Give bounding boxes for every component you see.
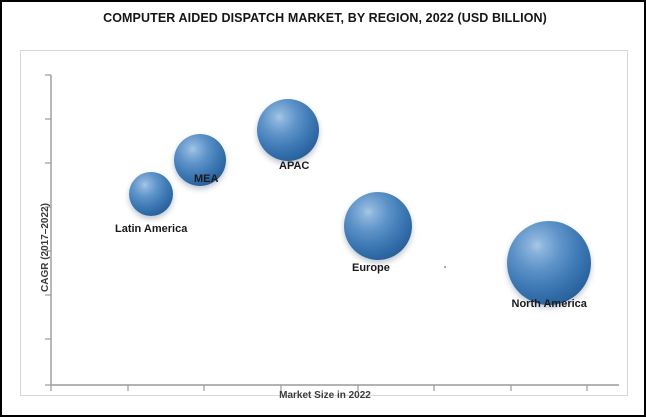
chart-title: COMPUTER AIDED DISPATCH MARKET, BY REGIO…	[103, 11, 547, 25]
bubble-apac[interactable]	[257, 99, 319, 161]
y-axis-title: CAGR (2017–2022)	[40, 203, 51, 292]
stray-marker-dot	[444, 266, 446, 268]
bubble-mea[interactable]	[174, 134, 226, 186]
plot-area-panel	[20, 50, 628, 396]
bubble-label-europe: Europe	[352, 262, 390, 274]
bubble-europe[interactable]	[344, 192, 412, 260]
bubble-north-america[interactable]	[507, 221, 591, 305]
bubble-latin-america[interactable]	[129, 172, 173, 216]
bubble-label-latin-america: Latin America	[115, 223, 188, 235]
bubble-label-north-america: North America	[511, 298, 587, 310]
bubble-label-mea: MEA	[194, 173, 219, 185]
bubble-label-apac: APAC	[279, 160, 310, 172]
x-axis-title: Market Size in 2022	[279, 390, 371, 401]
